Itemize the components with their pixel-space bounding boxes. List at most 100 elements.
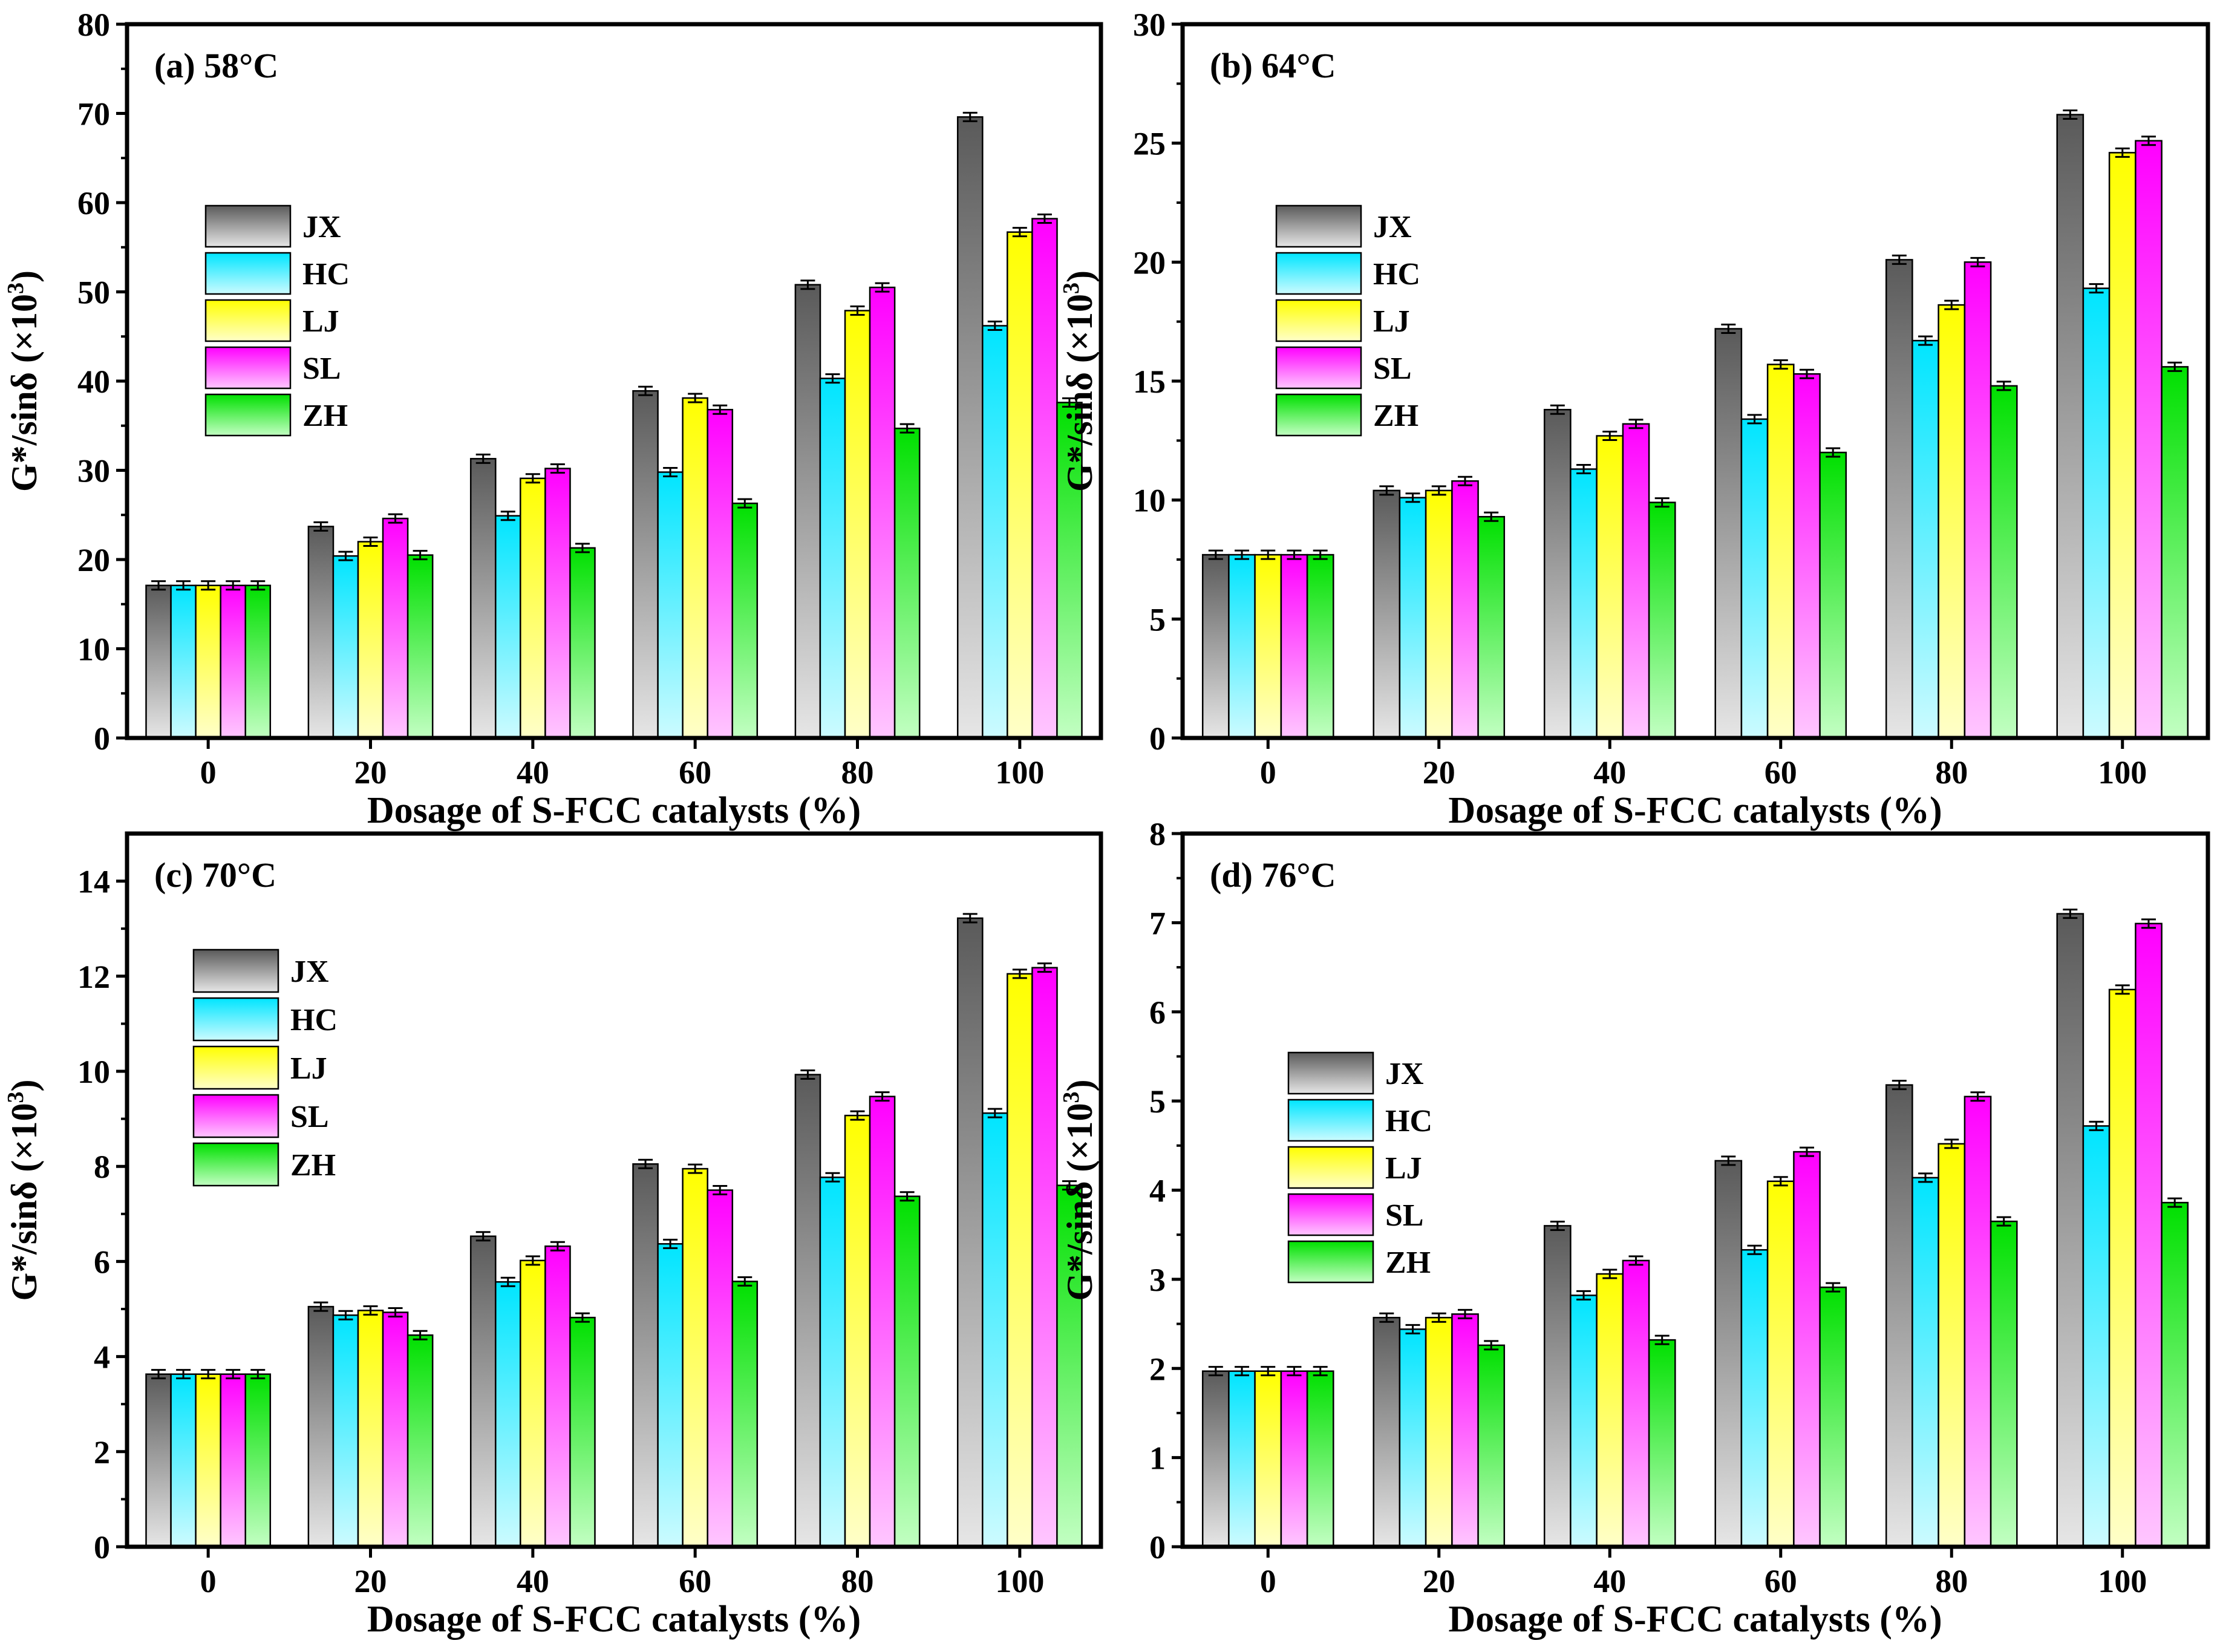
legend-swatch: [1275, 346, 1362, 390]
bar-jx-60: [632, 1163, 659, 1548]
legend-label: LJ: [1385, 1151, 1422, 1186]
bar-jx-80: [794, 1074, 821, 1548]
legend-label: SL: [1385, 1198, 1424, 1233]
y-axis-label: G*/sinδ (×103): [1059, 1079, 1100, 1301]
y-tick-label: 14: [77, 864, 110, 900]
error-bar: [1970, 1091, 1985, 1102]
error-bar: [2141, 135, 2156, 146]
x-tick-label: 20: [1423, 754, 1455, 791]
bar-zh-60: [731, 1281, 759, 1548]
bar-zh-20: [406, 1334, 434, 1548]
legend-item-lj: LJ: [1287, 1146, 1422, 1189]
bar-zh-60: [1819, 1286, 1847, 1548]
y-axis-label: G*/sinδ (×103): [3, 270, 44, 492]
error-bar: [1012, 968, 1027, 979]
legend-item-lj: LJ: [1275, 299, 1410, 342]
bar-hc-20: [332, 1314, 359, 1548]
x-tick-label: 40: [1593, 1563, 1626, 1599]
error-bar: [1405, 492, 1420, 503]
error-bar: [176, 580, 191, 591]
legend-label: SL: [290, 1100, 329, 1134]
error-bar: [1313, 549, 1328, 560]
x-tick-label: 0: [200, 1563, 217, 1599]
error-bar: [1287, 1366, 1302, 1377]
error-bar: [899, 423, 915, 434]
legend-label: SL: [1373, 351, 1412, 386]
y-tick-label: 8: [94, 1149, 110, 1185]
legend-label: HC: [302, 257, 350, 292]
bar-sl-60: [707, 1189, 734, 1548]
x-tick-label: 100: [995, 1563, 1044, 1599]
error-bar: [525, 1255, 540, 1266]
bar-sl-20: [382, 517, 409, 739]
x-tick-label: 0: [1260, 1563, 1276, 1599]
panel-c: 0 2 4 6 8 10 12 14 0 20 40 60 80 100 (c) 70°C JX HC LJ S…: [3, 831, 1103, 1640]
bar-zh-60: [1819, 451, 1847, 739]
bar-sl-20: [1451, 480, 1479, 739]
bar-sl-80: [1964, 1095, 1992, 1548]
error-bar: [688, 1163, 703, 1174]
legend-item-jx: JX: [1275, 204, 1412, 248]
error-bar: [1628, 1255, 1644, 1266]
x-tick-label: 60: [679, 754, 711, 791]
bar-hc-80: [1911, 339, 1939, 739]
bar-jx-40: [1543, 408, 1572, 739]
bar-lj-60: [1766, 1180, 1795, 1548]
bar-lj-40: [520, 1259, 546, 1548]
error-bar: [1313, 1366, 1328, 1377]
y-axis-label-close: ): [1060, 1079, 1100, 1091]
x-tick-label: 20: [354, 1563, 387, 1599]
legend-swatch: [192, 1094, 279, 1138]
panel-title: (c) 70°C: [154, 855, 276, 895]
error-bar: [1457, 1308, 1472, 1319]
legend-label: SL: [302, 351, 341, 386]
bar-jx-100: [956, 116, 984, 739]
error-bar: [363, 537, 378, 547]
error-bar: [338, 1310, 353, 1321]
y-ticks: 0 5 10 15 20 25 30 0 20 40 60 80 100: [1133, 7, 2147, 791]
error-bar: [663, 466, 678, 477]
error-bar: [1062, 397, 1077, 408]
error-bar: [1261, 1366, 1276, 1377]
bar-lj-20: [1425, 1316, 1453, 1548]
error-bar: [987, 1108, 1002, 1118]
y-axis-label-exponent: 3: [1059, 1091, 1084, 1103]
error-bar: [2115, 147, 2130, 158]
bar-hc-0: [170, 1373, 197, 1548]
error-bar: [1431, 1312, 1446, 1323]
error-bar: [713, 404, 728, 415]
error-bar: [688, 393, 703, 403]
error-bar: [1970, 256, 1985, 267]
bar-lj-60: [682, 397, 708, 739]
bar-lj-20: [357, 1310, 384, 1548]
bar-lj-0: [1254, 553, 1282, 739]
legend-item-lj: LJ: [192, 1045, 327, 1090]
error-bar: [363, 1305, 378, 1316]
bar-group: [145, 111, 1083, 739]
x-tick-label: 60: [1765, 754, 1797, 791]
legend-item-zh: ZH: [1287, 1240, 1431, 1284]
legend-item-jx: JX: [192, 948, 329, 993]
bar-sl-40: [544, 468, 571, 739]
y-tick-label: 20: [77, 542, 110, 578]
error-bar: [1235, 1366, 1250, 1377]
bar-zh-0: [1306, 553, 1334, 739]
legend-swatch: [192, 948, 279, 993]
error-bar: [1799, 1146, 1814, 1157]
legend-swatch: [1275, 204, 1362, 248]
bar-sl-100: [2135, 922, 2163, 1548]
error-bar: [1576, 1290, 1592, 1301]
bar-jx-0: [1201, 1370, 1230, 1548]
y-tick-label: 4: [94, 1339, 110, 1376]
x-tick-label: 60: [679, 1563, 711, 1599]
x-tick-label: 0: [200, 754, 217, 791]
error-bar: [2063, 909, 2078, 919]
y-tick-label: 10: [77, 632, 110, 668]
legend-swatch: [1287, 1240, 1374, 1284]
error-bar: [226, 1369, 241, 1380]
legend-item-zh: ZH: [192, 1142, 336, 1187]
legend-item-zh: ZH: [1275, 393, 1419, 437]
bar-sl-0: [220, 584, 247, 739]
y-tick-label: 10: [77, 1054, 110, 1090]
x-axis-label: Dosage of S-FCC catalysts (%): [367, 790, 861, 831]
